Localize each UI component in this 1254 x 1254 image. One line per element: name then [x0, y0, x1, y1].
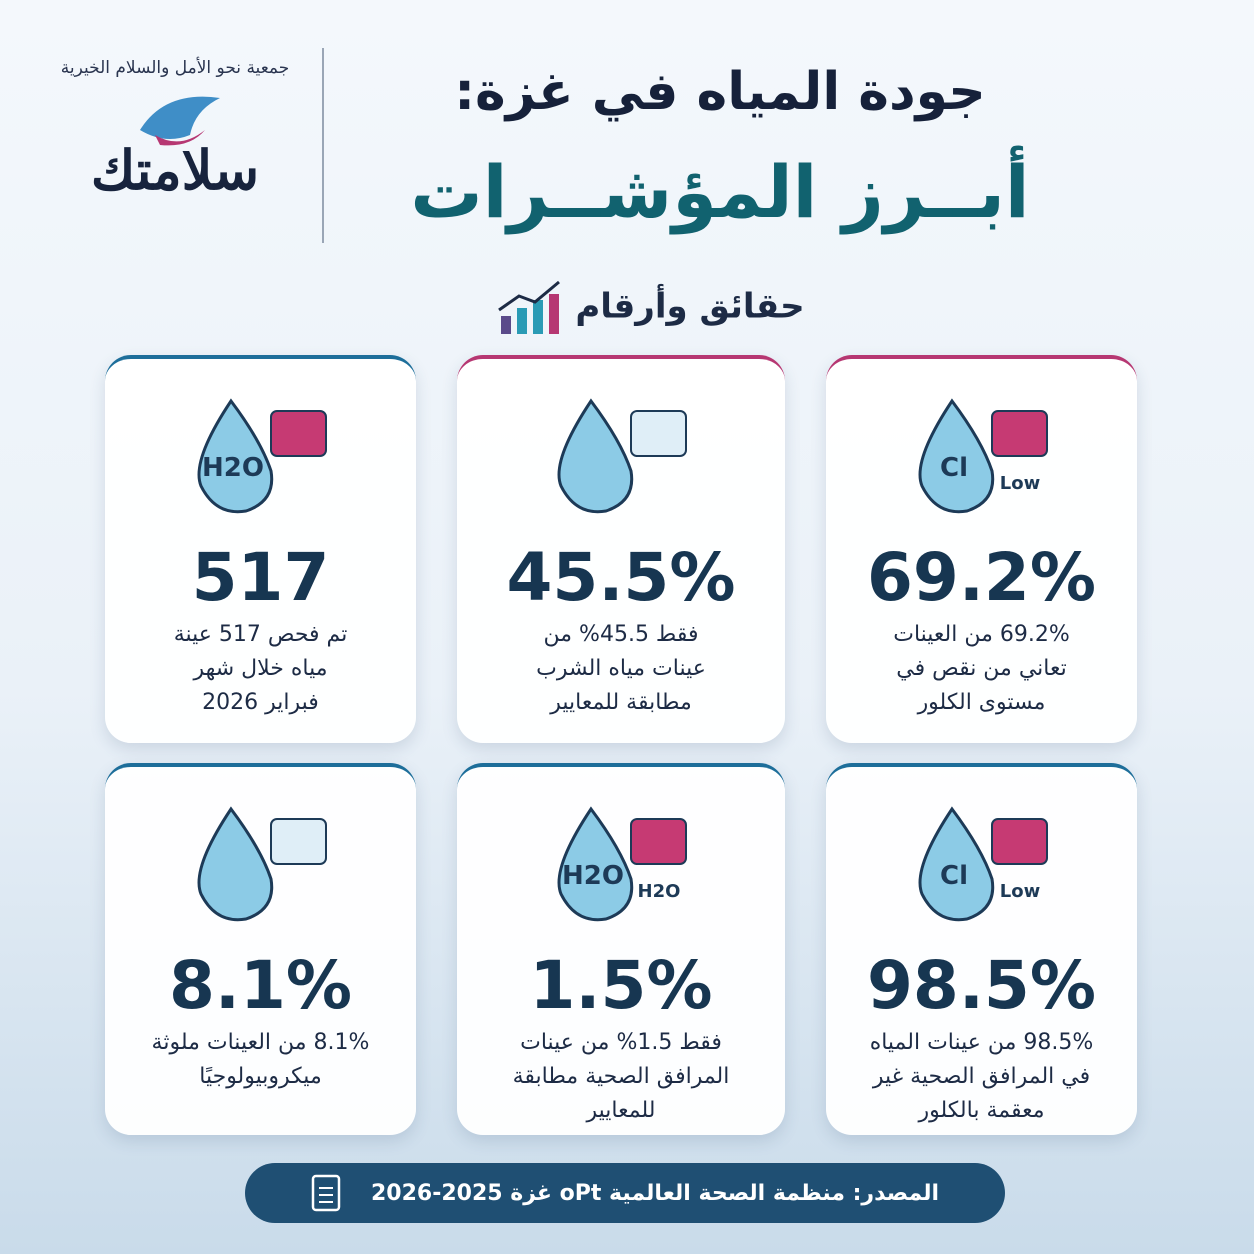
- description-line: تم فحص 517 عينة: [173, 622, 348, 647]
- description-line: مطابقة للمعايير: [550, 690, 692, 715]
- card: Cl Low 98.5% 98.5% من عينات المياه في المراف…: [826, 763, 1137, 1135]
- card: Cl Low 69.2% 69.2% من العينات تعاني من نقص ف…: [826, 355, 1137, 743]
- title-line1: جودة المياه في غزة:: [454, 62, 986, 122]
- logo: جمعية نحو الأمل والسلام الخيرية سلامتك: [40, 50, 310, 240]
- drop: [557, 398, 634, 514]
- value: 45.5%: [506, 539, 736, 616]
- value: 69.2%: [867, 539, 1096, 616]
- description: تم فحص 517 عينة مياه خلال شهر فبراير 2026: [105, 618, 416, 720]
- drop: [557, 806, 634, 922]
- drop: [197, 398, 273, 514]
- subtitle-text: حقائق وأرقام: [575, 286, 805, 327]
- description-line: مياه خلال شهر: [193, 656, 328, 681]
- drop: [197, 806, 273, 922]
- source: المصدر: منظمة الصحة العالمية oPt غزة 202…: [370, 1180, 940, 1206]
- card: H2O H2O 1.5% فقط 1.5% من عينات المرافق الصحي…: [457, 763, 785, 1135]
- description-line: فقط 1.5% من عينات: [520, 1030, 722, 1055]
- description-line: معقمة بالكلور: [918, 1098, 1045, 1123]
- description: فقط 1.5% من عينات المرافق الصحية مطابقة لل…: [457, 1026, 785, 1128]
- card-icon: H2O: [197, 398, 327, 514]
- card-icon: [557, 398, 687, 514]
- badge: [630, 818, 687, 865]
- title-line2: أبــرز المؤشــرات: [410, 150, 1030, 234]
- description-line: ميكروبيولوجيًا: [199, 1064, 322, 1089]
- brand: سلامتك: [90, 138, 260, 202]
- description: 8.1% من العينات ملوثة ميكروبيولوجيًا: [105, 1026, 416, 1094]
- description-line: مستوى الكلور: [917, 690, 1046, 715]
- value: 8.1%: [168, 947, 353, 1024]
- logo-bird: [140, 96, 220, 146]
- value: 517: [191, 539, 330, 616]
- doc-icon: [311, 1174, 341, 1212]
- icon-label: Cl: [940, 861, 968, 891]
- description-line: فقط 45.5% من: [543, 622, 699, 647]
- description: فقط 45.5% من عينات مياه الشرب مطابقة للمعا…: [457, 618, 785, 720]
- description-line: 8.1% من العينات ملوثة: [151, 1030, 370, 1055]
- description-line: المرافق الصحية مطابقة: [512, 1064, 730, 1089]
- badge: [990, 410, 1048, 457]
- badge: [269, 410, 327, 457]
- icon-label: H2O: [202, 453, 264, 483]
- card-icon: Cl Low: [918, 398, 1048, 514]
- subtitle: حقائق وأرقام: [440, 280, 860, 336]
- card: 45.5% فقط 45.5% من عينات مياه الشرب مطابقة …: [457, 355, 785, 743]
- footer: المصدر: منظمة الصحة العالمية oPt غزة 202…: [245, 1163, 1005, 1223]
- drop: [918, 398, 994, 514]
- card-icon: [197, 806, 327, 922]
- description-line: عينات مياه الشرب: [536, 656, 706, 681]
- badge: [630, 410, 687, 457]
- value: 98.5%: [867, 947, 1096, 1024]
- description: 69.2% من العينات تعاني من نقص في مستوى الك…: [826, 618, 1137, 720]
- value: 1.5%: [529, 947, 713, 1024]
- chart-icon: [498, 280, 561, 334]
- description-line: في المرافق الصحية غير: [872, 1064, 1091, 1089]
- badge: [990, 818, 1048, 865]
- icon-label: Low: [999, 473, 1039, 494]
- drop: [918, 806, 994, 922]
- description-line: 98.5% من عينات المياه: [869, 1030, 1094, 1055]
- badge: [269, 818, 327, 865]
- icon-label: H2O: [638, 881, 681, 902]
- description-line: 69.2% من العينات: [893, 622, 1070, 647]
- card: 8.1% 8.1% من العينات ملوثة ميكروبيولوجيًا: [105, 763, 416, 1135]
- divider: [322, 48, 324, 243]
- card-icon: Cl Low: [918, 806, 1048, 922]
- icon-label: Cl: [940, 453, 968, 483]
- card: H2O 517 تم فحص 517 عينة مياه خلال شهر فبراير…: [105, 355, 416, 743]
- description-line: تعاني من نقص في: [896, 656, 1067, 681]
- description-line: للمعايير: [586, 1098, 656, 1123]
- org-name: جمعية نحو الأمل والسلام الخيرية: [60, 58, 290, 78]
- card-icon: H2O H2O: [557, 806, 687, 922]
- icon-label: Low: [999, 881, 1039, 902]
- icon-label: H2O: [562, 861, 624, 891]
- cards: Cl Low 69.2% 69.2% من العينات تعاني من نقص ف…: [105, 355, 1137, 1135]
- description: 98.5% من عينات المياه في المرافق الصحية غ…: [826, 1026, 1137, 1128]
- description-line: فبراير 2026: [202, 690, 319, 715]
